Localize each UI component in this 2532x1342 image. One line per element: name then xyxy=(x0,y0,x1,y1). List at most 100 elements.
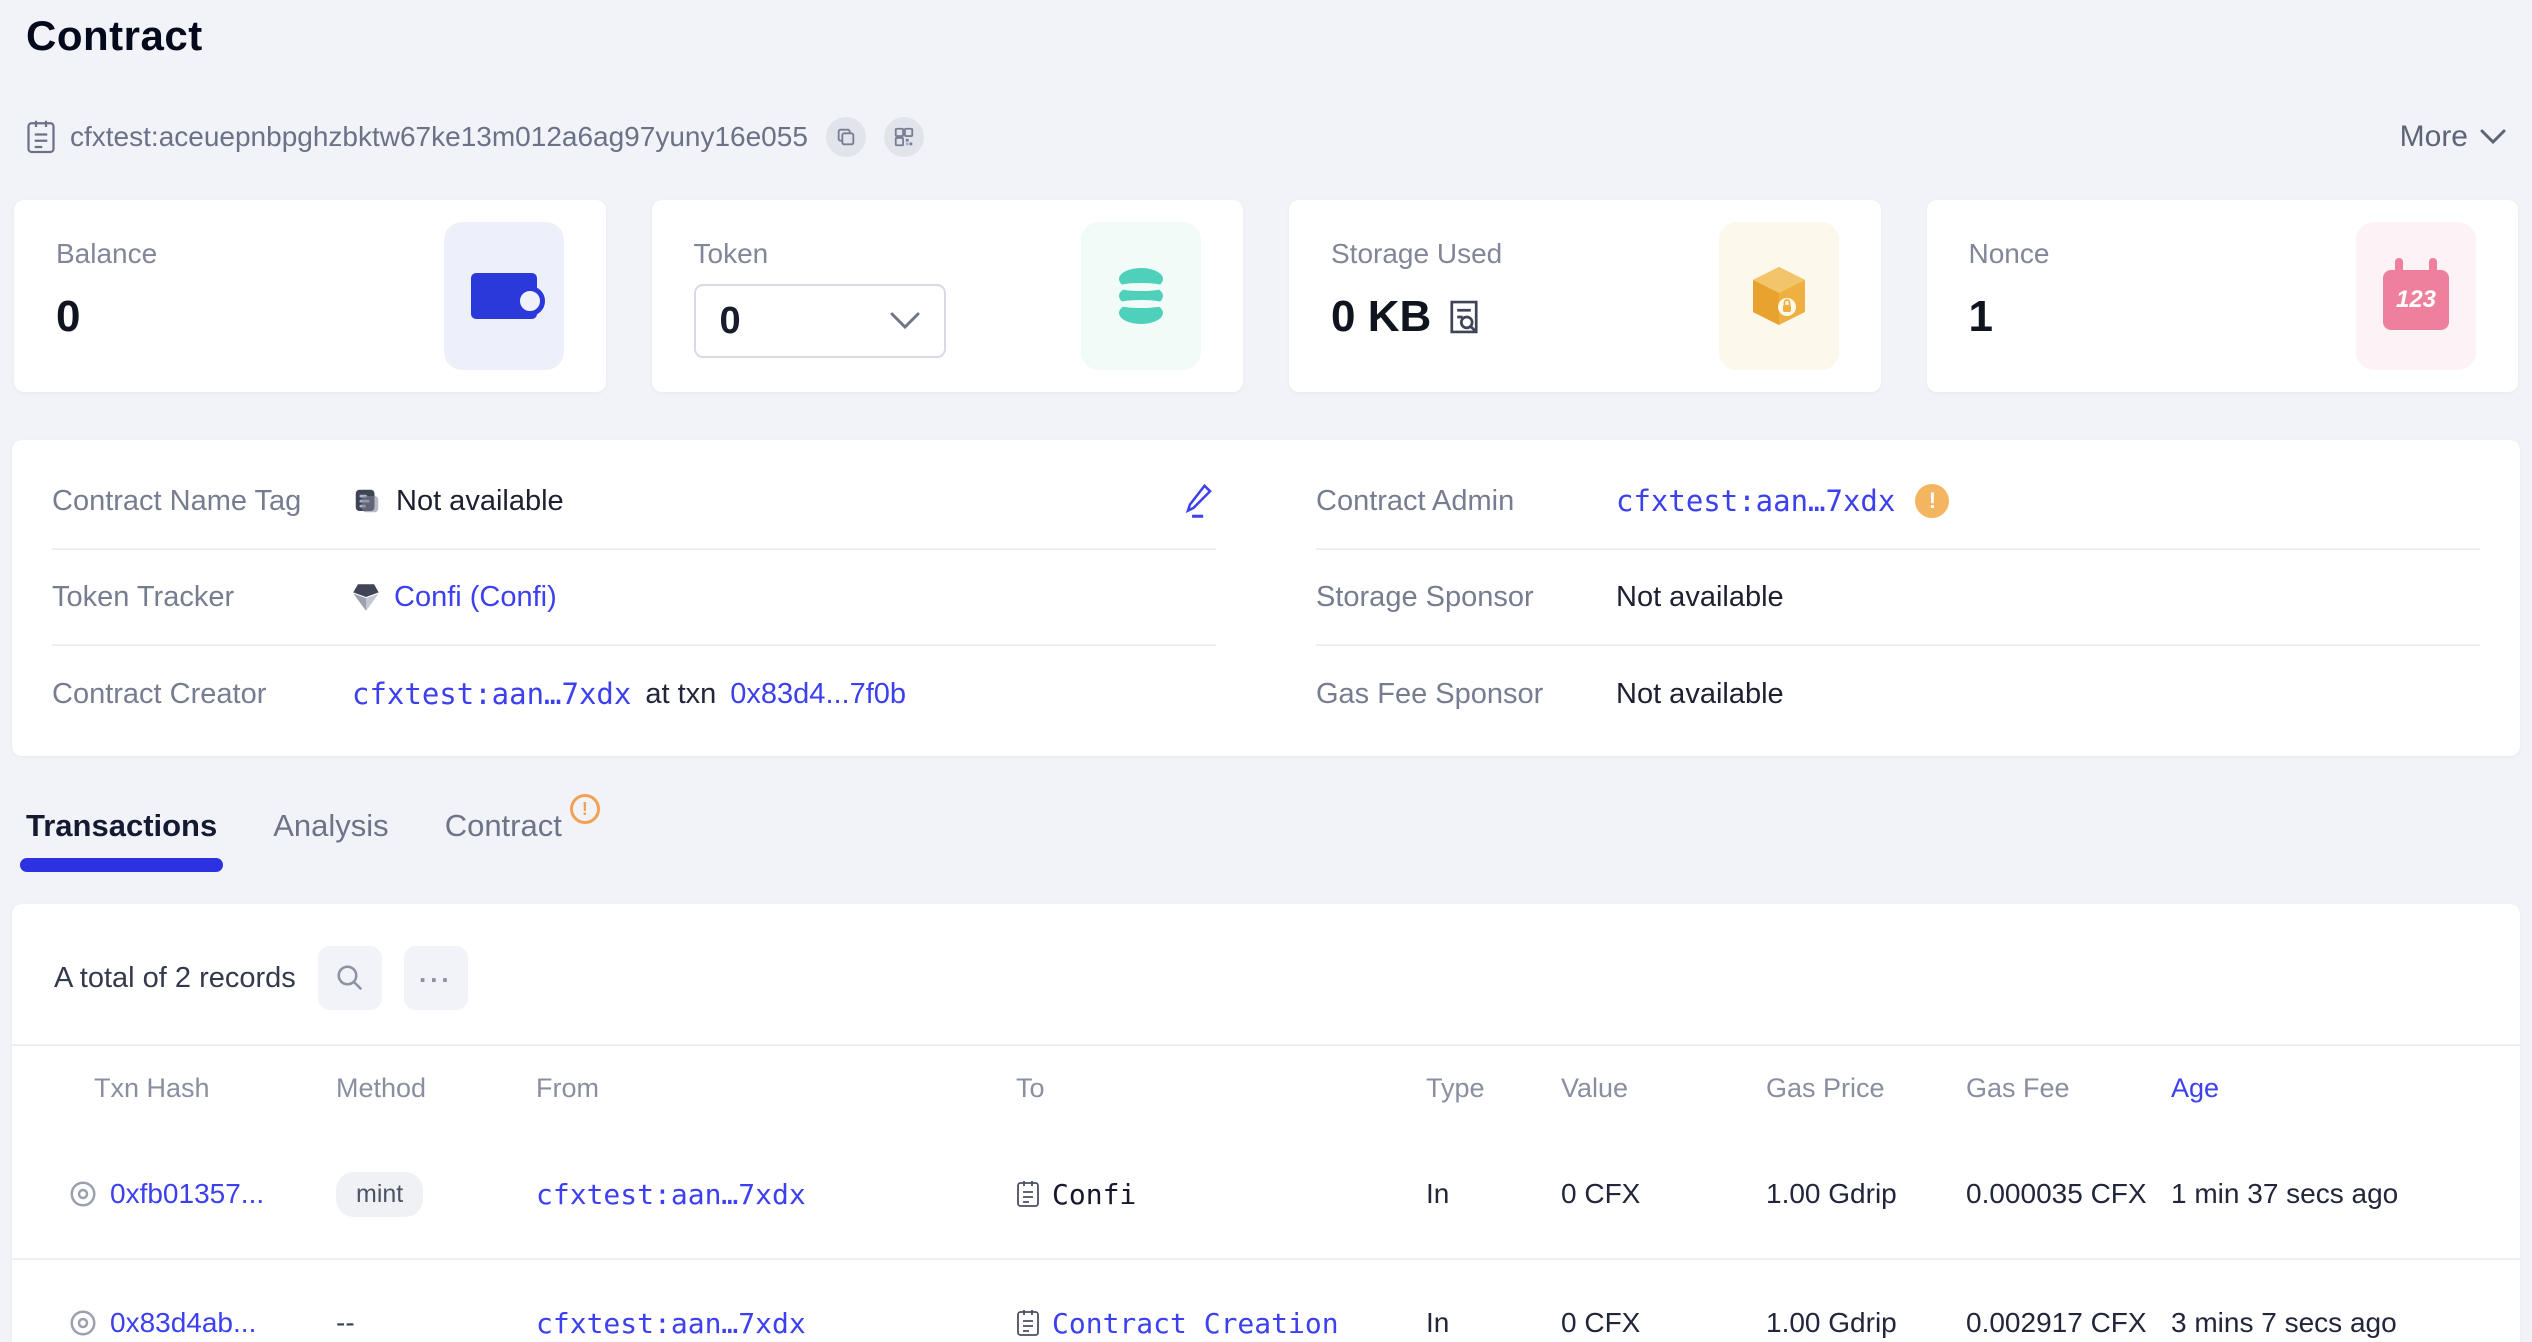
balance-icon-tile xyxy=(443,222,564,370)
contract-creator-label: Contract Creator xyxy=(52,677,267,710)
balance-card: Balance 0 xyxy=(14,200,606,392)
tab-analysis[interactable]: Analysis xyxy=(273,808,388,872)
contract-doc-icon xyxy=(1017,1310,1039,1336)
admin-warning-icon: ! xyxy=(1915,484,1950,518)
col-method: Method xyxy=(336,1072,427,1103)
storage-sponsor-value: Not available xyxy=(1616,580,1784,613)
contract-name-tag-row: Contract Name Tag Not available xyxy=(52,454,1216,550)
contract-doc-icon xyxy=(27,120,55,154)
gas-price-cell: 1.00 Gdrip xyxy=(1766,1178,1897,1209)
gas-fee-cell: 0.000035 CFX xyxy=(1966,1178,2147,1209)
token-tracker-link[interactable]: Confi (Confi) xyxy=(394,580,557,613)
col-txn-hash: Txn Hash xyxy=(94,1072,210,1103)
token-tracker-label: Token Tracker xyxy=(52,580,235,613)
col-gas-price: Gas Price xyxy=(1766,1072,1885,1103)
method-badge: mint xyxy=(336,1171,424,1217)
view-receipt-icon[interactable] xyxy=(68,1308,98,1338)
qr-code-icon xyxy=(894,127,914,147)
creator-connector-text: at txn xyxy=(645,677,717,710)
contract-tab-warning-icon: ! xyxy=(569,794,600,824)
copy-address-button[interactable] xyxy=(825,117,866,157)
table-toolbar: A total of 2 records ... xyxy=(12,904,2520,1044)
page-title: Contract xyxy=(26,12,203,59)
from-address-link[interactable]: cfxtest:aan…7xdx xyxy=(536,1177,806,1211)
copy-icon xyxy=(837,128,855,146)
col-type: Type xyxy=(1426,1072,1485,1103)
gas-fee-sponsor-row: Gas Fee Sponsor Not available xyxy=(1316,646,2480,742)
nonce-card: Nonce 1 123 xyxy=(1926,200,2518,392)
creator-txn-link[interactable]: 0x83d4...7f0b xyxy=(730,677,907,710)
gas-fee-sponsor-label: Gas Fee Sponsor xyxy=(1316,677,1544,710)
transactions-table-card: A total of 2 records ... Txn Hash Method… xyxy=(12,904,2520,1342)
nonce-icon-tile: 123 xyxy=(2356,222,2476,370)
coins-icon xyxy=(1117,268,1165,324)
wallet-icon xyxy=(470,273,545,319)
contract-name-tag-label: Contract Name Tag xyxy=(52,484,302,517)
token-label: Token xyxy=(693,238,769,269)
creator-address-link[interactable]: cfxtest:aan…7xdx xyxy=(352,677,632,711)
contract-admin-link[interactable]: cfxtest:aan…7xdx xyxy=(1616,484,1896,518)
table-search-button[interactable] xyxy=(317,946,382,1010)
storage-label: Storage Used xyxy=(1331,238,1503,269)
divider xyxy=(12,1044,2520,1046)
ellipsis-icon: ... xyxy=(418,957,453,988)
contract-admin-row: Contract Admin cfxtest:aan…7xdx ! xyxy=(1316,454,2480,550)
age-cell: 1 min 37 secs ago xyxy=(2171,1178,2399,1209)
storage-icon-tile xyxy=(1718,222,1839,370)
col-gas-fee: Gas Fee xyxy=(1966,1072,2070,1103)
token-selected-value: 0 xyxy=(719,299,741,342)
tab-transactions[interactable]: Transactions xyxy=(19,808,224,872)
contract-address: cfxtest:aceuepnbpghzbktw67ke13m012a6ag97… xyxy=(70,121,808,152)
gas-price-cell: 1.00 Gdrip xyxy=(1766,1307,1897,1338)
balance-value: 0 xyxy=(56,292,81,341)
contract-doc-icon xyxy=(1017,1181,1039,1207)
to-link[interactable]: Contract Creation xyxy=(1052,1306,1339,1340)
edit-name-tag-icon[interactable] xyxy=(1182,483,1216,519)
type-cell: In xyxy=(1426,1178,1450,1209)
txn-hash-link[interactable]: 0xfb01357... xyxy=(110,1178,265,1209)
records-summary: A total of 2 records xyxy=(54,961,296,994)
col-to: To xyxy=(1016,1072,1045,1103)
token-select[interactable]: 0 xyxy=(693,284,946,358)
more-label: More xyxy=(2399,120,2468,153)
tab-transactions-label: Transactions xyxy=(26,808,218,843)
type-cell: In xyxy=(1426,1307,1450,1338)
balance-label: Balance xyxy=(56,238,158,269)
gas-fee-cell: 0.002917 CFX xyxy=(1966,1307,2147,1338)
txn-hash-link[interactable]: 0x83d4ab... xyxy=(110,1307,257,1338)
from-address-link[interactable]: cfxtest:aan…7xdx xyxy=(536,1306,806,1340)
col-from: From xyxy=(536,1072,599,1103)
contract-admin-label: Contract Admin xyxy=(1316,484,1515,517)
col-value: Value xyxy=(1561,1072,1629,1103)
tab-bar: Transactions Analysis Contract ! xyxy=(19,794,2506,872)
tab-contract[interactable]: Contract ! xyxy=(444,794,600,872)
contract-name-tag-value: Not available xyxy=(396,484,564,517)
info-column-right: Contract Admin cfxtest:aan…7xdx ! Storag… xyxy=(1316,454,2480,742)
col-age-sort[interactable]: Age xyxy=(2171,1072,2220,1103)
address-bar: cfxtest:aceuepnbpghzbktw67ke13m012a6ag97… xyxy=(26,114,2506,160)
qr-code-button[interactable] xyxy=(883,117,924,157)
storage-value: 0 KB xyxy=(1331,292,1432,341)
token-icon-tile xyxy=(1081,222,1201,370)
table-more-options-button[interactable]: ... xyxy=(403,946,468,1010)
info-column-left: Contract Name Tag Not available T xyxy=(52,454,1216,742)
table-row: 0x83d4ab... -- cfxtest:aan…7xdx Contract Cr… xyxy=(12,1258,2520,1342)
contract-info-panel: Contract Name Tag Not available T xyxy=(12,440,2520,756)
gas-fee-sponsor-value: Not available xyxy=(1616,677,1784,710)
name-tag-icon xyxy=(355,489,379,513)
age-cell: 3 mins 7 secs ago xyxy=(2171,1307,2397,1338)
token-tracker-row: Token Tracker Confi (Confi) xyxy=(52,550,1216,646)
view-receipt-icon[interactable] xyxy=(68,1179,98,1209)
contract-creator-row: Contract Creator cfxtest:aan…7xdx at txn… xyxy=(52,646,1216,742)
tx-table-body: 0xfb01357... mint cfxtest:aan…7xdx Confi In 0… xyxy=(12,1130,2520,1342)
tab-contract-label: Contract xyxy=(444,808,562,843)
chevron-down-icon xyxy=(890,312,919,330)
chevron-down-icon xyxy=(2480,129,2506,145)
search-icon xyxy=(337,965,362,991)
storage-detail-icon[interactable] xyxy=(1447,298,1481,336)
tx-table-header: Txn Hash Method From To Type Value Gas P… xyxy=(12,1046,2520,1130)
more-dropdown[interactable]: More xyxy=(2400,120,2506,154)
storage-card: Storage Used 0 KB xyxy=(1289,200,1881,392)
value-cell: 0 CFX xyxy=(1561,1178,1641,1209)
